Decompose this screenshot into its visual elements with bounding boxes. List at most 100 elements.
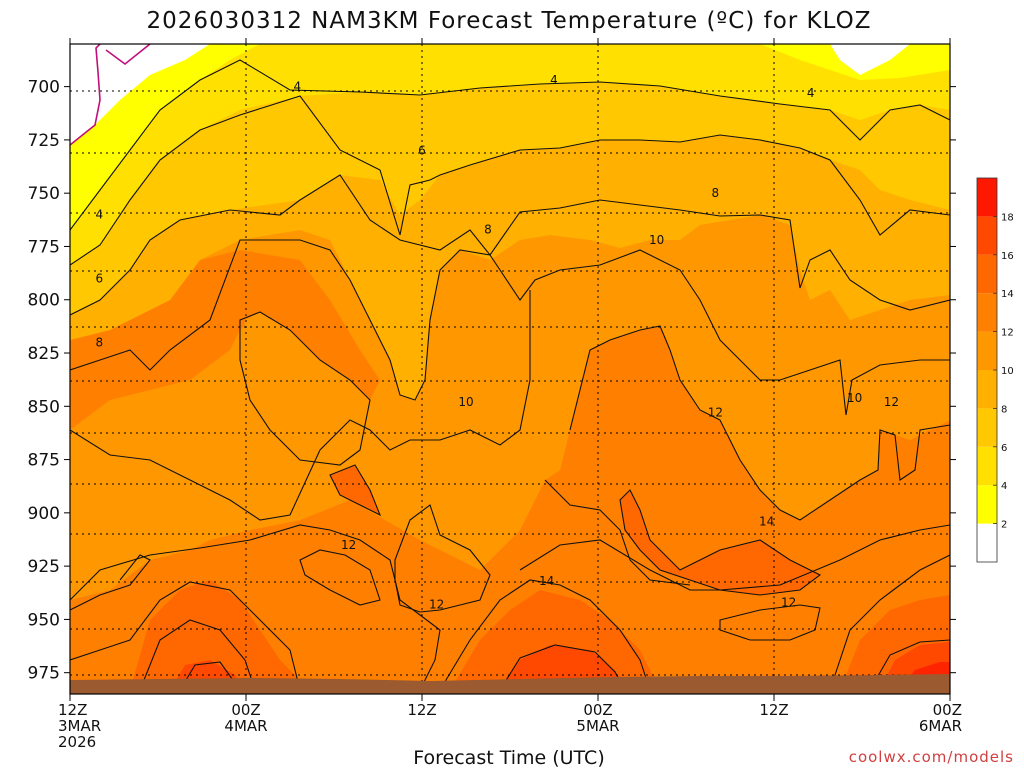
contour-10-lower [70, 290, 531, 521]
contour-12-h [70, 524, 441, 691]
contour-label: 6 [96, 271, 104, 285]
contour-14-d [829, 554, 950, 691]
contour-label: 8 [484, 222, 492, 236]
plot-frame [69, 43, 951, 695]
colorbar-segment [977, 254, 997, 294]
colorbar-segment [977, 293, 997, 332]
contour-14-c [439, 579, 651, 691]
contour-label: 12 [341, 538, 356, 552]
colorbar-segment [977, 446, 997, 486]
y-tick-label: 800 [28, 291, 60, 311]
x-tick-label: 12Z [407, 701, 436, 719]
y-tick-label: 700 [28, 78, 60, 98]
contour-12-d [299, 549, 381, 606]
chart-title: 2026030312 NAM3KM Forecast Temperature (… [147, 8, 872, 34]
y-tick-label: 750 [28, 184, 60, 204]
y-tick-label: 775 [28, 237, 60, 257]
colorbar-segment [977, 331, 997, 370]
contour-14-f [329, 464, 382, 517]
y-tick-label: 875 [28, 451, 60, 471]
colorbar-tick-label: 14 [1001, 289, 1014, 300]
colorbar-tick-label: 6 [1001, 443, 1007, 454]
contour-12-i [519, 524, 950, 591]
colorbar-tick-label: 16 [1001, 251, 1014, 262]
colorbar-segment [977, 408, 997, 447]
colorbar-segment [977, 178, 997, 217]
x-tick-label: 5MAR [576, 717, 619, 735]
x-axis-label: Forecast Time (UTC) [413, 747, 604, 768]
band-14-16-e [330, 465, 380, 515]
colorbar-tick-label: 12 [1001, 328, 1014, 339]
y-tick-label: 975 [28, 664, 60, 684]
colorbar-tick-label: 8 [1001, 404, 1007, 415]
contour-8 [70, 174, 950, 316]
contour-12-b [569, 325, 950, 521]
colorbar-tick-label: 18 [1001, 212, 1014, 223]
band-14-16-d [620, 490, 820, 595]
x-tick-label: 2026 [58, 733, 96, 751]
contour-10-upper [70, 239, 950, 416]
contour-label: 4 [550, 73, 558, 87]
contour-label: 14 [759, 514, 774, 528]
contour-label: 12 [708, 406, 723, 420]
contour-label: 10 [458, 395, 473, 409]
x-tick-label: 6MAR [919, 717, 962, 735]
band-below-2 [70, 44, 210, 145]
grid-lines [70, 44, 950, 694]
contour-label: 6 [418, 144, 426, 158]
x-tick-label: 3MAR [58, 717, 101, 735]
y-axis: 700 725 750 775 800 825 850 875 900 925 950 975 [28, 78, 956, 684]
y-tick-label: 925 [28, 557, 60, 577]
band-6-8 [70, 44, 950, 315]
colorbar-tick-label: 2 [1001, 520, 1007, 531]
contour-16-c [869, 639, 950, 691]
contour-4 [70, 59, 950, 231]
contour-labels: 4 4 4 6 4 8 8 10 6 8 10 12 10 12 12 12 14 14 12 [96, 73, 899, 611]
credit-link[interactable]: coolwx.com/models [849, 748, 1014, 766]
contour-12-e [394, 504, 491, 613]
y-tick-label: 725 [28, 131, 60, 151]
x-tick-label: 12Z [759, 701, 788, 719]
x-tick-label: 00Z [933, 701, 962, 719]
contour-6 [70, 95, 950, 266]
terrain [70, 674, 950, 694]
contour-label: 10 [847, 391, 862, 405]
freezing-line [70, 44, 151, 146]
colorbar: 2 4 6 8 10 12 14 16 18 [976, 177, 1014, 563]
y-tick-label: 950 [28, 610, 60, 630]
colorbar-tick-label: 10 [1001, 366, 1014, 377]
contour-label: 14 [539, 574, 554, 588]
y-tick-label: 825 [28, 344, 60, 364]
contour-label: 12 [429, 597, 444, 611]
contour-label: 4 [807, 86, 815, 100]
contour-label: 8 [96, 335, 104, 349]
band-below-2-right [830, 44, 910, 75]
band-14-16-a [130, 580, 310, 690]
x-tick-label: 00Z [583, 701, 612, 719]
y-tick-label: 850 [28, 397, 60, 417]
x-tick-label: 00Z [231, 701, 260, 719]
colorbar-segment [977, 485, 997, 524]
x-tick-label: 4MAR [224, 717, 267, 735]
contour-12-f [719, 604, 821, 641]
contour-14-e [619, 489, 822, 596]
colorbar-segment [977, 370, 997, 409]
temperature-field [70, 44, 950, 694]
contour-16-a [179, 661, 241, 691]
x-tick-label: 12Z [58, 701, 87, 719]
contour-label: 10 [649, 233, 664, 247]
contour-lines [70, 59, 950, 691]
band-10-12-upper [70, 250, 950, 600]
contour-label: 4 [96, 207, 104, 221]
band-12-14-right [70, 326, 950, 694]
colorbar-segment [977, 216, 997, 255]
contour-12-c [544, 479, 691, 586]
contour-14-b [139, 619, 256, 691]
colorbar-tick-label: 4 [1001, 481, 1007, 492]
contour-label: 8 [712, 186, 720, 200]
contour-label: 4 [294, 80, 302, 94]
contour-label: 12 [781, 595, 796, 609]
y-tick-label: 900 [28, 504, 60, 524]
